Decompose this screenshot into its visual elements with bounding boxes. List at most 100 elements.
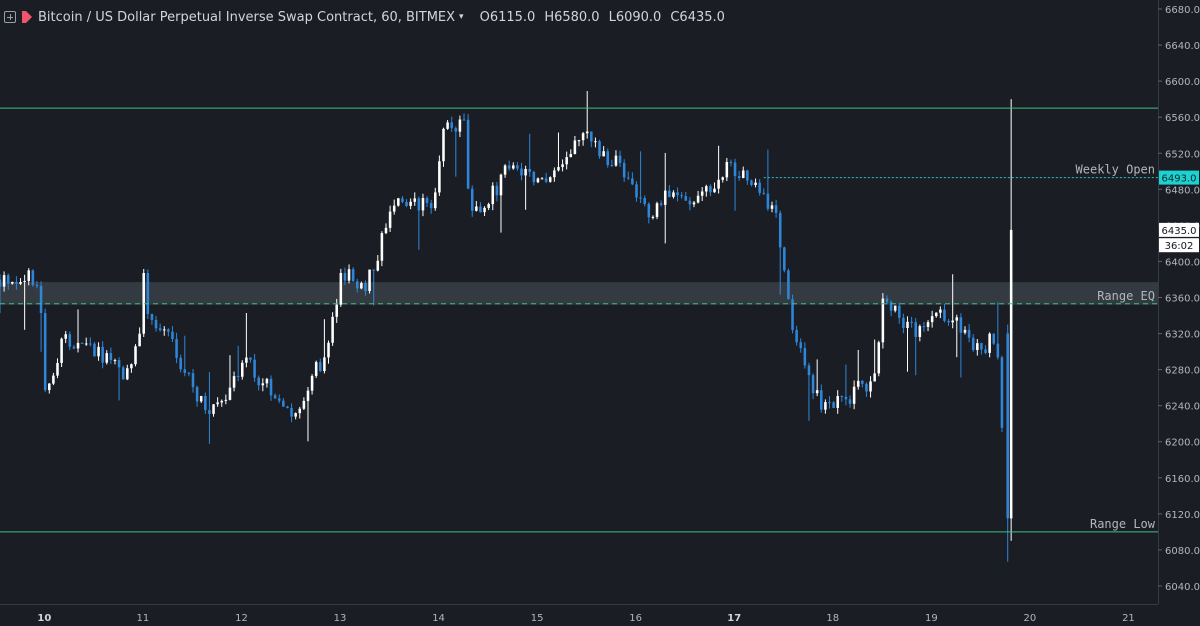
candle-body [483,207,486,213]
candle-body [770,205,774,209]
candle-body [898,305,901,318]
x-tick-label: 17 [727,613,741,624]
candle-body [902,317,905,329]
candle-body [43,313,47,391]
candle-body [733,162,737,177]
candle-body [713,188,716,193]
bitmex-logo-icon [22,11,32,23]
candle-body [355,281,359,289]
candle-body [220,400,224,403]
candle-body [277,398,281,401]
candle-body [934,312,938,317]
candle-body [335,304,338,317]
candle-body [820,390,823,410]
candle-body [273,395,277,399]
y-tick-label: 6080.0 [1165,546,1200,557]
candle-body [959,317,963,333]
candle-body [368,269,371,292]
candle-body [680,195,683,197]
candle-body [31,270,35,285]
candle-body [2,275,6,287]
candle-body [737,176,741,179]
y-tick-label: 6160.0 [1165,474,1200,485]
candle-body [199,396,203,402]
candle-body [503,165,507,175]
candle-body [327,342,330,358]
candle-body [947,320,950,323]
bar-timer-label-box [1159,238,1199,253]
candle-body [507,165,511,169]
candle-body [11,281,14,284]
candle-body [709,186,712,193]
candle-body [668,190,671,197]
y-tick-label: 6520.0 [1165,149,1200,160]
candle-body [824,402,827,410]
candle-body [195,387,199,402]
ohlc-high-key: H [544,9,555,25]
candle-body [84,343,88,345]
symbol-title[interactable]: Bitcoin / US Dollar Perpetual Inverse Sw… [38,9,456,25]
candle-body [249,357,252,360]
candle-body [741,170,745,179]
candle-body [89,343,92,345]
chevron-down-icon[interactable]: ▾ [459,12,464,22]
candle-body [380,233,384,261]
candle-body [651,216,655,218]
candle-body [241,362,244,377]
candle-body [60,338,63,363]
candle-body [421,198,425,211]
time-axis[interactable]: 10 11 12 13 14 15 16 17 18 19 20 21 [37,613,1134,624]
x-tick-label: 20 [1024,613,1037,624]
candle-body [208,410,211,414]
x-tick-label: 14 [432,613,445,624]
candle-body [963,329,967,333]
candle-body [577,140,581,142]
chart-header: Bitcoin / US Dollar Perpetual Inverse Sw… [0,0,725,34]
candle-body [347,269,351,281]
candle-body [943,309,946,321]
candle-body [910,321,913,323]
candle-body [429,203,433,209]
candle-body [294,413,297,417]
candle-body [310,375,314,391]
candle-body [72,346,76,349]
ohlc-close: C6435.0 [670,10,725,25]
candle-body [64,334,67,339]
candle-body [754,182,757,185]
candle-body [212,404,215,414]
candle-body [450,122,453,129]
candle-body [364,283,367,292]
candle-body [774,205,778,213]
candle-body [409,201,412,206]
candle-body [397,198,400,206]
candle-body [0,279,2,287]
candle-body [232,376,236,388]
candle-body [384,227,388,234]
candle-body [783,247,786,271]
candle-body [126,368,129,380]
candle-body [495,185,499,196]
candle-body [479,206,482,213]
x-tick-label: 16 [629,613,642,624]
candle-body [955,317,959,321]
candle-body [425,198,429,204]
ohlc-open-key: O [479,9,490,25]
candle-body [865,383,868,392]
candle-body [988,333,991,353]
candle-body [688,200,692,205]
candle-body [828,402,831,404]
y-tick-label: 6680.0 [1165,5,1200,16]
candle-body [282,400,285,407]
candle-body [154,319,158,329]
expand-icon[interactable] [4,11,16,23]
candle-body [6,275,10,284]
candle-body [967,329,971,338]
bar-timer-label: 36:02 [1165,241,1194,252]
candle-body [351,269,355,282]
weekly-open-price-label: 6493.0 [1162,174,1197,185]
last-price-label-box [1159,222,1199,237]
weekly-open-price-label-box [1159,170,1199,185]
y-tick-label: 6360.0 [1165,293,1200,304]
candle-body [992,333,996,344]
